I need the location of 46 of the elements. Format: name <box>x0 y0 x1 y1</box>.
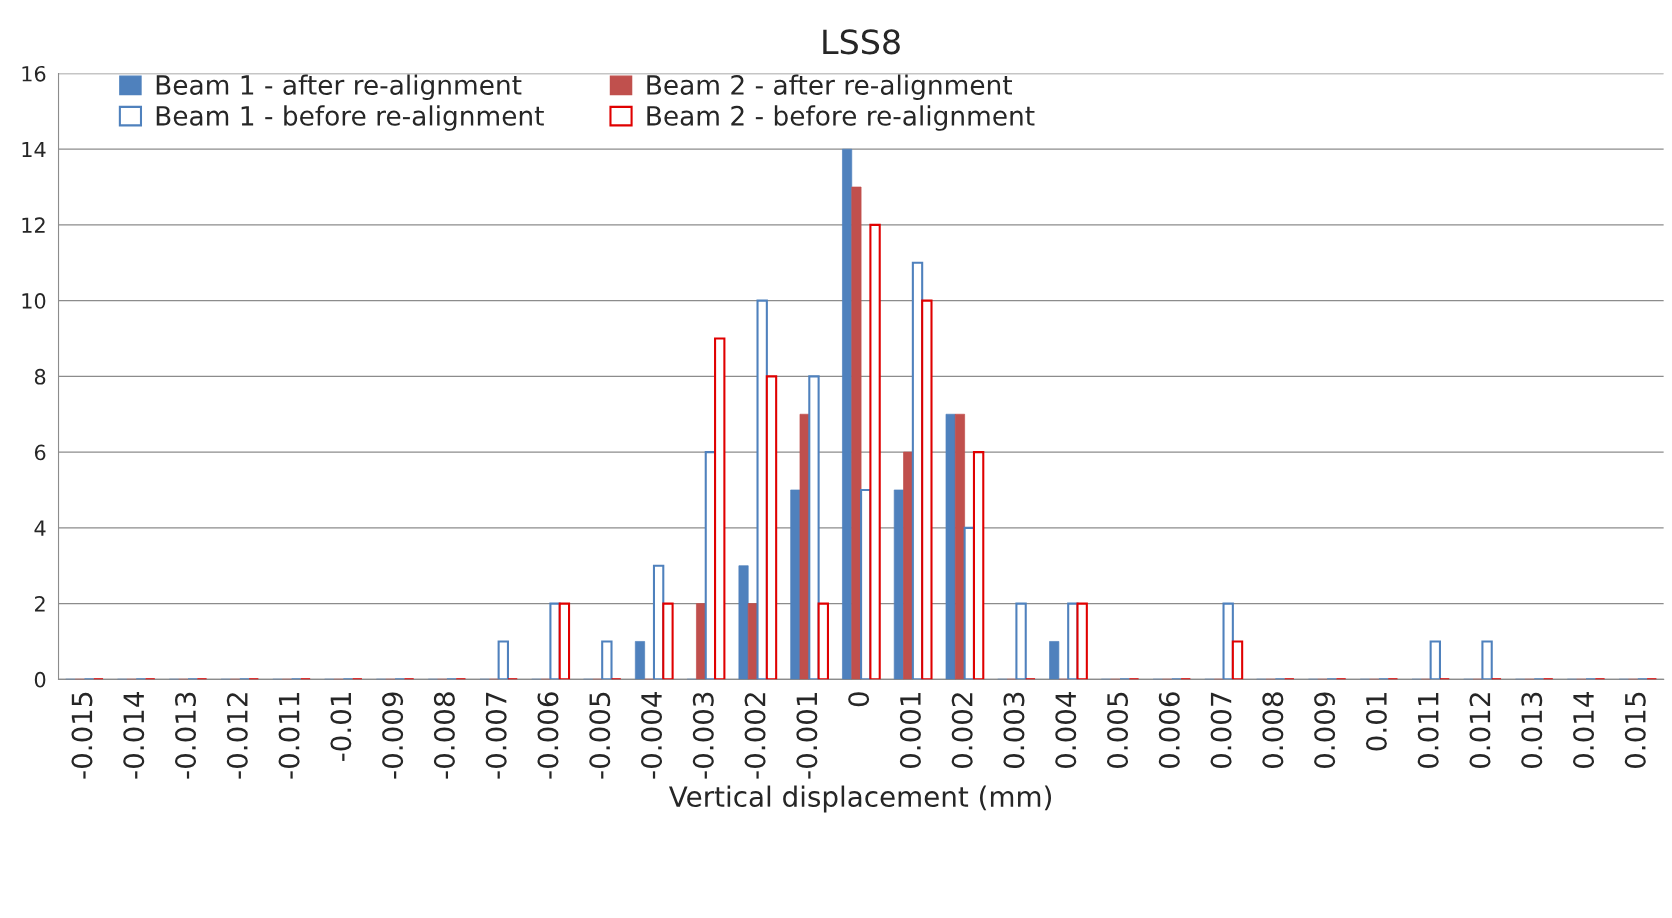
x-tick-label: 0.008 <box>1262 692 1284 769</box>
x-tick-label: -0.015 <box>71 692 93 779</box>
x-tick-label: 0.001 <box>899 693 921 769</box>
x-tick-label: -0.006 <box>537 692 559 779</box>
x-tick-label: -0.004 <box>641 691 663 779</box>
legend-label: Beam 1 - after re-alignment <box>156 74 522 101</box>
chart-title: LSS8 <box>823 29 900 55</box>
x-tick-label: -0.008 <box>433 692 455 779</box>
y-tick-label: 14 <box>22 141 46 158</box>
x-axis-title: Vertical displacement (mm) <box>668 785 1052 813</box>
x-tick-label: -0.013 <box>175 692 197 779</box>
legend-label: Beam 2 - before re-alignment <box>647 105 1035 131</box>
x-tick-label: -0.012 <box>226 693 248 779</box>
x-tick-label: -0.014 <box>123 691 145 779</box>
x-tick-label: 0.004 <box>1055 691 1077 769</box>
x-tick-label: -0.003 <box>692 692 714 779</box>
x-tick-label: 0.01 <box>1365 693 1387 751</box>
y-tick-label: 4 <box>34 520 46 536</box>
y-tick-label: 12 <box>22 217 45 233</box>
x-tick-label: 0.009 <box>1314 692 1336 769</box>
x-tick-label: -0.009 <box>382 692 404 779</box>
x-tick-label: -0.007 <box>485 692 507 779</box>
x-tick-label: 0.012 <box>1469 693 1491 769</box>
x-tick-label: -0.002 <box>744 693 766 779</box>
x-tick-label: 0 <box>848 692 870 707</box>
x-tick-label: 0.002 <box>951 693 973 769</box>
x-tick-label: -0.001 <box>796 692 818 779</box>
x-tick-label: 0.015 <box>1624 692 1646 769</box>
x-tick-label: -0.005 <box>589 692 611 779</box>
y-tick-label: 2 <box>34 596 45 612</box>
x-tick-label: 0.011 <box>1417 693 1439 769</box>
y-tick-label: 0 <box>34 671 46 688</box>
x-tick-label: 0.007 <box>1210 692 1232 769</box>
y-tick-label: 8 <box>34 368 46 385</box>
x-tick-label: -0.011 <box>278 692 300 779</box>
x-tick-label: 0.013 <box>1521 692 1543 769</box>
legend-label: Beam 2 - after re-alignment <box>647 74 1012 101</box>
y-tick-label: 10 <box>22 293 46 309</box>
x-tick-label: -0.01 <box>330 692 352 761</box>
y-tick-label: 16 <box>22 65 46 82</box>
x-tick-label: 0.003 <box>1003 692 1025 769</box>
x-tick-label: 0.014 <box>1573 691 1595 769</box>
x-tick-label: 0.005 <box>1107 692 1129 769</box>
legend-label: Beam 1 - before re-alignment <box>156 105 544 131</box>
y-tick-label: 6 <box>34 444 46 461</box>
x-tick-label: 0.006 <box>1158 692 1180 769</box>
